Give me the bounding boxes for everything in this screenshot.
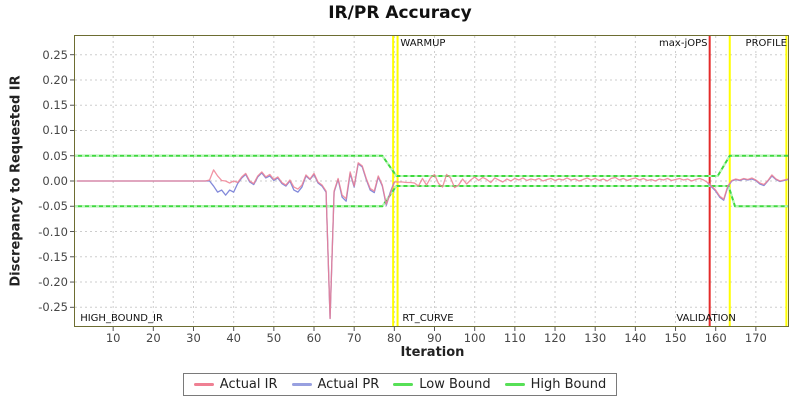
y-tick-label: 0.15 [42, 98, 68, 113]
y-tick-label: 0.00 [42, 174, 68, 188]
y-tick-label: 0.10 [42, 123, 68, 138]
x-tick-label: 40 [226, 331, 241, 345]
x-tick-label: 10 [105, 331, 121, 345]
legend-label: Actual IR [219, 377, 278, 392]
x-tick-label: 130 [584, 331, 607, 345]
annotation-high-bound-ir: HIGH_BOUND_IR [80, 313, 163, 324]
x-tick-label: 140 [624, 331, 647, 345]
annotation-warmup: WARMUP [400, 38, 446, 49]
annotation-rt-curve: RT_CURVE [402, 313, 454, 324]
x-tick-label: 30 [186, 331, 201, 345]
legend-item-actual-ir: Actual IR [193, 377, 278, 392]
legend-item-actual-pr: Actual PR [291, 377, 380, 392]
legend-item-high-bound: High Bound [504, 377, 607, 392]
y-tick-label: -0.10 [38, 224, 68, 239]
x-axis-title: Iteration [400, 345, 465, 360]
series-actual-ir [77, 162, 789, 320]
legend-label: High Bound [530, 377, 607, 392]
annotation-profile: PROFILE [745, 38, 787, 49]
x-tick-label: 160 [704, 331, 727, 345]
x-tick-label: 20 [146, 331, 161, 345]
series-low-bound [75, 185, 788, 208]
y-tick-label: -0.15 [38, 249, 68, 264]
legend-label: Low Bound [419, 377, 491, 392]
legend-swatch-icon [193, 383, 214, 386]
legend: Actual IR Actual PR Low Bound High Bound [0, 373, 800, 396]
x-tick-label: 60 [306, 331, 322, 345]
x-tick-label: 70 [346, 331, 362, 345]
legend-swatch-icon [393, 383, 414, 386]
chart-title: IR/PR Accuracy [328, 3, 472, 23]
x-tick-label: 50 [266, 331, 282, 345]
y-tick-label: 0.25 [42, 47, 68, 62]
legend-label: Actual PR [317, 377, 380, 392]
y-tick-label: -0.05 [38, 199, 68, 214]
legend-item-low-bound: Low Bound [393, 377, 491, 392]
x-tick-label: 120 [544, 331, 566, 345]
y-tick-label: -0.20 [38, 275, 68, 290]
x-tick-label: 110 [503, 331, 526, 345]
series-actual-pr [77, 163, 395, 320]
legend-box: Actual IR Actual PR Low Bound High Bound [182, 373, 618, 396]
series-high-bound [75, 154, 788, 177]
annotation-validation: VALIDATION [676, 313, 736, 324]
y-tick-label: 0.05 [42, 148, 68, 163]
x-tick-label: 150 [664, 331, 687, 345]
plot-area: WARMUP max-jOPS PROFILE HIGH_BOUND_IR RT_CUR… [70, 35, 789, 331]
annotation-max-jops: max-jOPS [659, 38, 708, 49]
x-tick-label: 90 [427, 331, 442, 345]
y-tick-label: -0.25 [38, 300, 68, 315]
x-tick-label: 100 [463, 331, 486, 345]
legend-swatch-icon [504, 383, 525, 386]
legend-swatch-icon [291, 383, 312, 386]
y-tick-label: 0.20 [42, 72, 68, 87]
x-tick-label: 80 [387, 331, 402, 345]
x-tick-label: 170 [744, 331, 767, 345]
